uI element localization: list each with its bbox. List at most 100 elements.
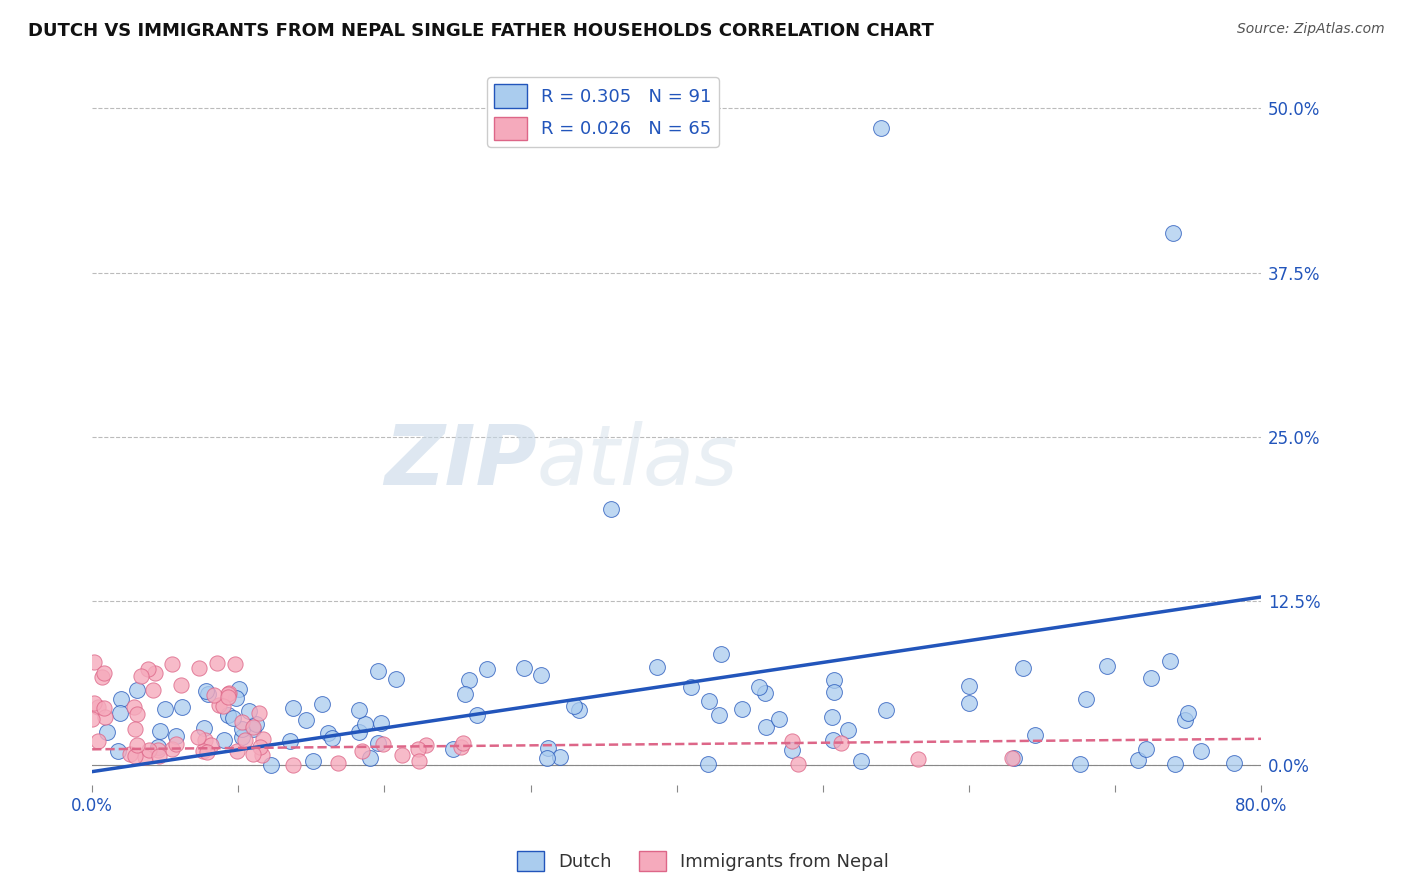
Point [1135,742,1157,756]
Point [136,662,159,676]
Point [146,739,169,754]
Point [120,747,142,761]
Point [1177,706,1199,720]
Point [124,748,146,763]
Point [458,673,481,688]
Point [188,661,211,675]
Point [1163,226,1185,240]
Point [218,686,240,700]
Point [224,657,246,672]
Point [875,703,897,717]
Point [82,712,104,726]
Point [205,657,228,671]
Point [768,712,790,726]
Point [281,757,304,772]
Point [187,730,209,744]
Point [408,742,430,756]
Point [408,754,430,768]
Point [250,747,273,762]
Point [110,692,132,706]
Point [367,664,389,678]
Point [907,752,929,766]
Point [153,702,176,716]
Point [787,757,810,772]
Point [225,743,247,757]
Point [830,736,852,750]
Point [93,666,115,681]
Point [699,694,721,708]
Point [350,744,373,758]
Point [242,720,264,734]
Point [536,751,558,765]
Point [231,731,253,745]
Point [87,699,110,714]
Point [837,723,859,738]
Point [870,121,893,136]
Legend: Dutch, Immigrants from Nepal: Dutch, Immigrants from Nepal [509,844,897,879]
Point [391,748,413,763]
Point [217,687,239,701]
Point [529,668,551,682]
Point [321,731,343,745]
Point [302,754,325,768]
Point [1223,756,1246,770]
Point [222,711,245,725]
Point [748,680,770,694]
Point [567,703,589,717]
Point [148,749,170,764]
Point [957,679,980,693]
Point [347,703,370,717]
Point [143,666,166,681]
Point [1095,659,1118,673]
Point [197,687,219,701]
Point [823,732,845,747]
Point [1128,753,1150,767]
Point [242,747,264,761]
Point [1001,751,1024,765]
Point [537,740,560,755]
Point [83,696,105,710]
Point [195,744,218,758]
Point [217,708,239,723]
Point [645,660,668,674]
Point [465,707,488,722]
Point [127,706,149,721]
Point [707,708,730,723]
Point [731,702,754,716]
Point [200,738,222,752]
Point [696,757,718,772]
Point [1159,654,1181,668]
Point [278,733,301,747]
Point [823,673,845,688]
Point [370,715,392,730]
Point [259,758,281,772]
Point [1002,751,1025,765]
Point [129,669,152,683]
Point [231,715,253,730]
Point [328,756,350,770]
Point [134,750,156,764]
Point [165,729,187,743]
Text: ZIP: ZIP [384,421,536,502]
Point [149,724,172,739]
Point [107,744,129,758]
Point [165,737,187,751]
Point [93,700,115,714]
Point [1011,661,1033,675]
Point [1024,729,1046,743]
Point [599,502,621,516]
Point [755,720,778,734]
Point [160,742,183,756]
Point [359,751,381,765]
Point [1189,744,1212,758]
Text: DUTCH VS IMMIGRANTS FROM NEPAL SINGLE FATHER HOUSEHOLDS CORRELATION CHART: DUTCH VS IMMIGRANTS FROM NEPAL SINGLE FA… [28,22,934,40]
Point [124,723,146,737]
Point [1140,671,1163,685]
Point [252,732,274,747]
Point [1074,692,1097,706]
Point [294,713,316,727]
Point [122,700,145,714]
Point [238,704,260,718]
Point [235,733,257,747]
Point [780,743,803,757]
